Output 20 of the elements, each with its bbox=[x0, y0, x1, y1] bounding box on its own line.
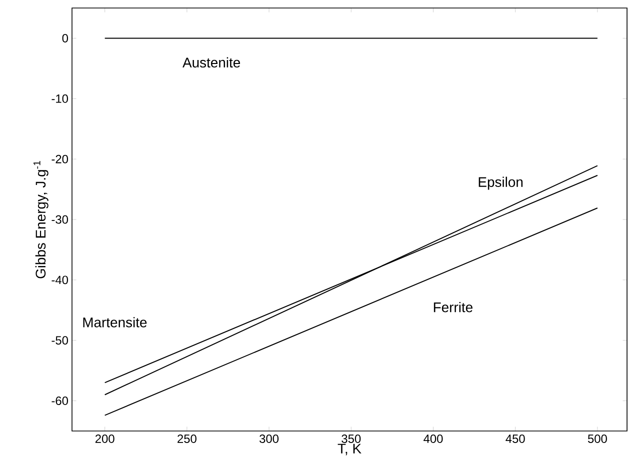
y-tick-label: -40 bbox=[52, 276, 68, 284]
y-tick-label: -50 bbox=[52, 336, 68, 345]
x-tick-label: 350 bbox=[342, 434, 361, 443]
y-tick-label: -30 bbox=[52, 215, 68, 224]
x-tick-label: 500 bbox=[588, 434, 607, 443]
x-tick-label: 400 bbox=[424, 434, 443, 443]
x-axis-title: T, K bbox=[338, 444, 362, 456]
y-tick-label: -10 bbox=[52, 94, 68, 103]
series-label: Austenite bbox=[182, 57, 240, 68]
y-tick-label: 0 bbox=[62, 34, 68, 42]
y-tick-label: -60 bbox=[52, 396, 68, 406]
y-axis-title: Gibbs Energy, J.g$^{-1}$ bbox=[34, 160, 48, 278]
x-tick-label: 450 bbox=[506, 434, 525, 443]
series-label: Epsilon bbox=[478, 176, 523, 190]
x-tick-label: 250 bbox=[178, 434, 196, 443]
y-tick-label: -20 bbox=[52, 154, 68, 164]
x-tick-label: 200 bbox=[95, 434, 114, 443]
x-tick-label: 300 bbox=[260, 434, 279, 443]
text: Martensite bbox=[83, 317, 147, 328]
series-label: Ferrite bbox=[434, 302, 472, 312]
